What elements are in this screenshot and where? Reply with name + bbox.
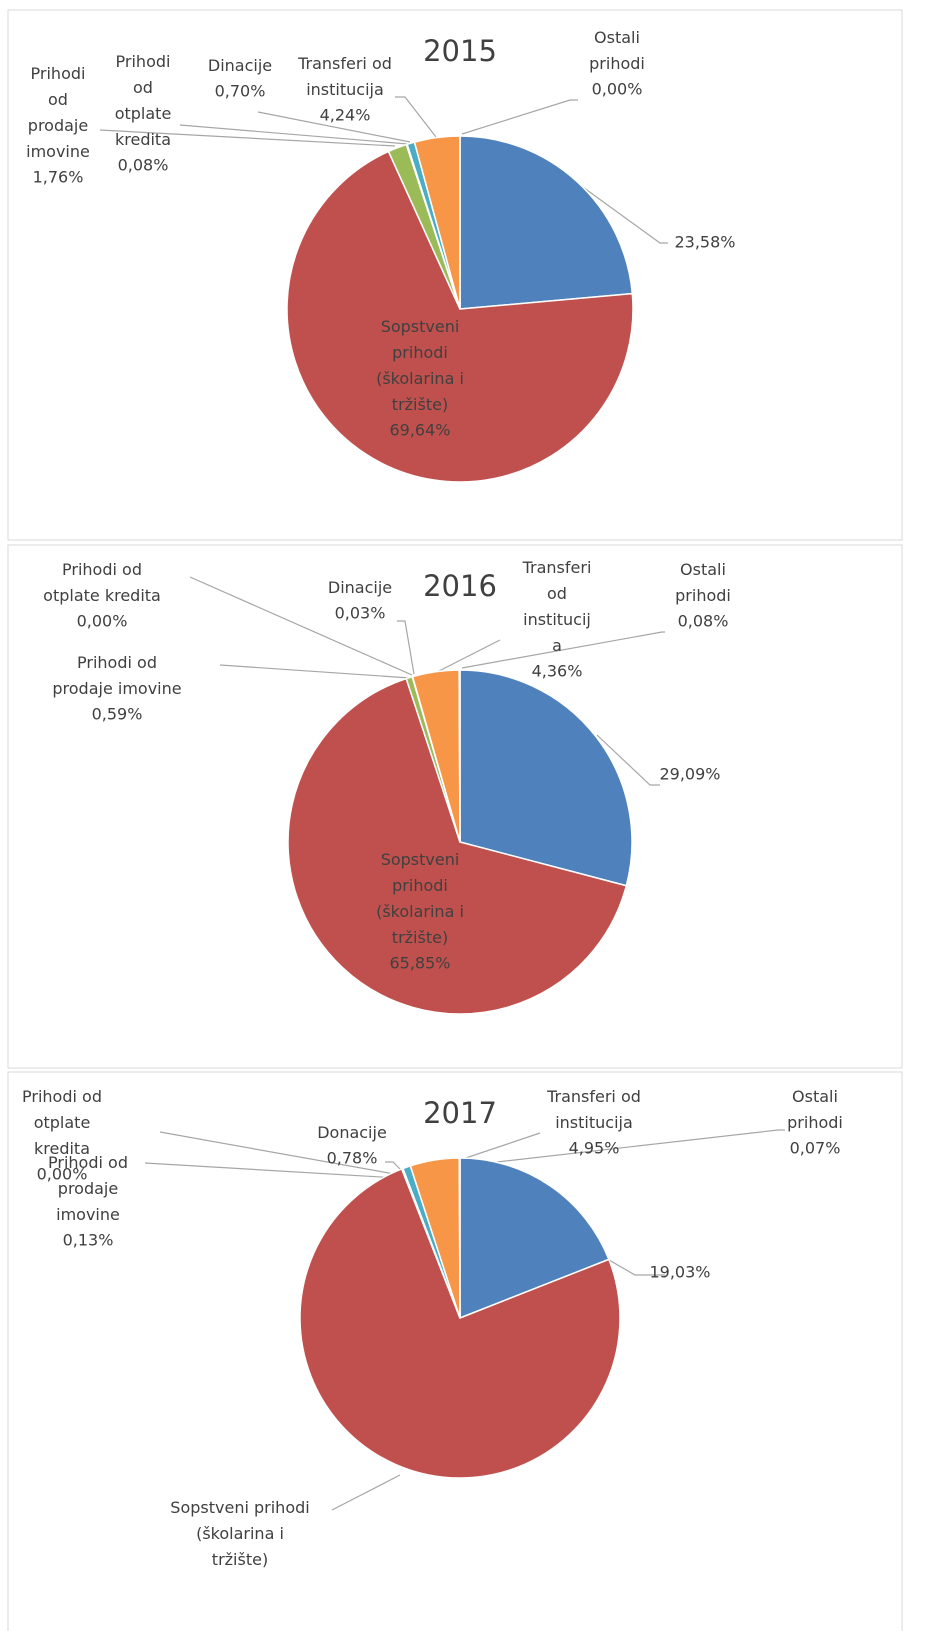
category-label: Ostali prihodi [589, 28, 645, 73]
category-label: Ostali prihodi [675, 560, 731, 605]
value-label: 4,24% [320, 106, 371, 125]
category-label: Prihodi od otplate kredita [43, 560, 161, 605]
pie-slice [459, 669, 633, 887]
value-label: 0,08% [118, 156, 169, 175]
value-label: 0,00% [77, 612, 128, 631]
value-label: 1,76% [33, 168, 84, 187]
category-label: Dinacije [328, 578, 392, 597]
value-label: 29,09% [659, 765, 720, 784]
category-label: Sopstveni prihodi (školarina i tržište) [376, 850, 464, 947]
pie-slice [287, 677, 628, 1015]
pie-slice [299, 1168, 621, 1479]
category-label: Prihodi od otplate kredita [115, 52, 172, 149]
value-label: 4,36% [532, 662, 583, 681]
value-label: 4,95% [569, 1139, 620, 1158]
chart-title: 2016 [423, 569, 497, 603]
category-label: Sopstveni prihodi (školarina i tržište) [170, 1498, 309, 1569]
value-label: 19,03% [649, 1263, 710, 1282]
pie-slice [286, 150, 634, 483]
pie-slice [459, 1157, 610, 1320]
chart-title: 2015 [423, 34, 497, 68]
category-label: Sopstveni prihodi (školarina i tržište) [376, 317, 464, 414]
category-label: Dinacije [208, 56, 272, 75]
category-label: Transferi od institucija [297, 54, 392, 99]
category-label: Prihodi od prodaje imovine [26, 64, 90, 161]
pie-slice [459, 135, 634, 310]
panel [7, 9, 903, 541]
chart-title: 2017 [423, 1096, 497, 1130]
category-label: Prihodi od otplate kredita [22, 1087, 102, 1158]
category-label: Transferi od institucij a [522, 558, 592, 655]
value-label: 0,00% [592, 80, 643, 99]
value-label: 0,59% [92, 705, 143, 724]
category-label: Transferi od institucija [546, 1087, 641, 1132]
value-label: 0,07% [790, 1139, 841, 1158]
value-label: 0,00% [37, 1165, 88, 1184]
value-label: 0,70% [215, 82, 266, 101]
value-label: 65,85% [389, 954, 450, 973]
pie-slice [458, 669, 461, 843]
leaders [99, 96, 785, 1511]
value-label: 0,03% [335, 604, 386, 623]
value-label: 0,08% [678, 612, 729, 631]
value-label: 23,58% [674, 233, 735, 252]
category-label: Ostali prihodi [787, 1087, 843, 1132]
category-label: Prihodi od prodaje imovine [52, 653, 181, 698]
value-label: 0,78% [327, 1149, 378, 1168]
category-label: Prihodi od prodaje imovine [48, 1153, 128, 1224]
value-label: 0,13% [63, 1231, 114, 1250]
category-label: Donacije [317, 1123, 387, 1142]
panel [7, 544, 903, 1069]
panel [7, 1071, 903, 1631]
pie-slice [458, 1157, 461, 1319]
value-label: 69,64% [389, 421, 450, 440]
